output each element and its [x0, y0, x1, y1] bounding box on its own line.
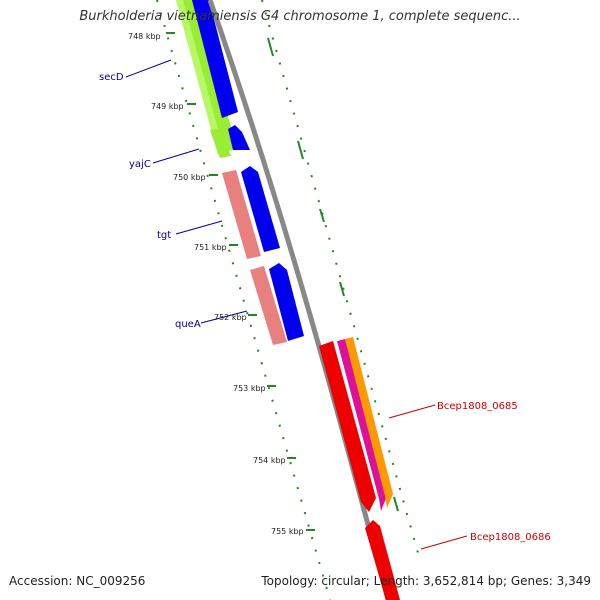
kbp-label: 754 kbp [253, 456, 286, 465]
tick-mark [267, 37, 274, 57]
chromosome-backbone [207, 0, 391, 600]
tgt-leader-line [175, 220, 223, 235]
kbp-label: 752 kbp [214, 313, 247, 322]
accession-text: Accession: NC_009256 [9, 574, 146, 588]
inner-guide-line [156, 0, 331, 600]
Bcep1808_0686-feature[interactable] [365, 520, 400, 600]
tick-mark [393, 496, 399, 512]
kbp-tick-marks [166, 32, 399, 531]
gene-label-queA[interactable]: queA [175, 319, 201, 330]
Bcep1808_0685-orange-feature[interactable] [345, 337, 393, 508]
tick-mark [339, 281, 345, 297]
kbp-label: 753 kbp [233, 384, 266, 393]
tick-mark [319, 208, 325, 223]
queA-gene-bar[interactable] [250, 266, 287, 345]
cds-bar-queA[interactable] [269, 263, 304, 341]
kbp-labels: 748 kbp 749 kbp 750 kbp 751 kbp 752 kbp … [128, 32, 304, 536]
gene-label-Bcep1808_0686[interactable]: Bcep1808_0686 [470, 532, 551, 543]
queA-leader-line [200, 310, 248, 324]
map-title: Burkholderia vietnamiensis G4 chromosome… [79, 9, 521, 24]
Bcep1808_0685-feature[interactable] [319, 341, 376, 512]
genome-summary-text: Topology: circular; Length: 3,652,814 bp… [261, 574, 591, 588]
yajC-gene-bar[interactable] [210, 128, 231, 158]
Bcep1808_0686-leader-line [420, 535, 468, 550]
kbp-label: 749 kbp [151, 102, 184, 111]
cds-bar-yajC[interactable] [228, 125, 250, 150]
secD-leader-line [125, 59, 172, 78]
kbp-label: 755 kbp [271, 527, 304, 536]
kbp-label: 751 kbp [194, 243, 227, 252]
cds-bar-secD[interactable] [192, 0, 238, 118]
cds-bar-tgt[interactable] [241, 166, 280, 252]
tgt-gene-bar[interactable] [222, 170, 261, 259]
Bcep1808_0685-magenta-feature[interactable] [337, 339, 387, 511]
gene-label-secD[interactable]: secD [99, 72, 124, 83]
secD-gene-highlight [176, 0, 225, 155]
gene-label-Bcep1808_0685[interactable]: Bcep1808_0685 [437, 401, 518, 412]
Bcep1808_0685-leader-line [388, 404, 436, 419]
kbp-label: 748 kbp [128, 32, 161, 41]
gene-label-yajC[interactable]: yajC [129, 159, 151, 170]
kbp-label: 750 kbp [173, 173, 206, 182]
yajC-leader-line [152, 148, 200, 164]
tick-mark [297, 140, 304, 160]
gene-label-tgt[interactable]: tgt [157, 230, 171, 241]
